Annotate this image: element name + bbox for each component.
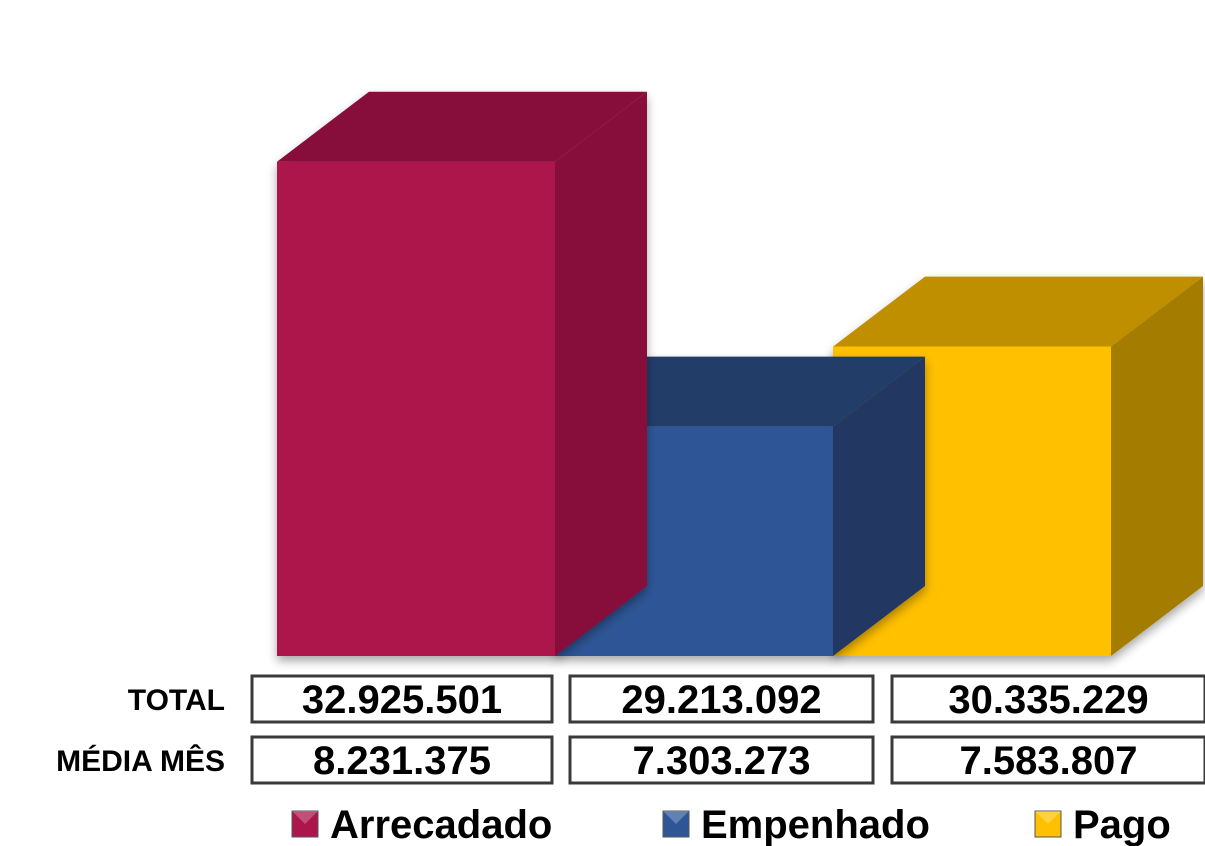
legend-swatch-highlight — [292, 811, 318, 824]
table-cell-box — [568, 735, 875, 785]
legend-swatch-pago — [1034, 810, 1062, 838]
legend-item-pago: Pago — [1034, 803, 1171, 846]
bar-top-arrecadado — [277, 91, 647, 162]
legend-label-empenhado: Empenhado — [701, 803, 930, 846]
table-cell: 8.231.375 — [250, 735, 554, 785]
table-row-label-media-mes: MÉDIA MÊS — [56, 744, 225, 778]
table-cell-box — [890, 735, 1205, 785]
bar-top-empenhado — [555, 356, 925, 427]
bar-side-arrecadado — [555, 91, 647, 656]
table-cell: 30.335.229 — [890, 674, 1205, 724]
bar-top-pago — [833, 276, 1203, 347]
table-cell-value: 32.925.501 — [302, 678, 502, 722]
table-cell-box — [250, 735, 554, 785]
bar-front-arrecadado — [277, 161, 555, 656]
table-cell: 7.583.807 — [890, 735, 1205, 785]
table-cell: 7.303.273 — [568, 735, 875, 785]
table-row-label-total: TOTAL — [128, 684, 225, 717]
legend-swatch-highlight — [1035, 811, 1061, 824]
table-cell-value: 7.583.807 — [960, 739, 1138, 783]
table-cell: 32.925.501 — [250, 674, 554, 724]
legend-swatch-arrecadado — [291, 810, 319, 838]
legend-swatch-empenhado — [662, 810, 690, 838]
table-cell-value: 8.231.375 — [313, 739, 491, 783]
bar-side-pago — [1111, 276, 1203, 656]
legend-item-arrecadado: Arrecadado — [291, 803, 552, 846]
table-cell-value: 30.335.229 — [948, 678, 1148, 722]
data-table: TOTAL 32.925.501 29.213.092 30.335.229 MÉDIA… — [56, 674, 1205, 785]
table-cell-value: 7.303.273 — [633, 739, 811, 783]
table-cell-box — [568, 674, 875, 724]
table-cell-box — [250, 674, 554, 724]
legend: Arrecadado Empenhado Pago — [291, 803, 1171, 846]
table-cell-value: 29.213.092 — [621, 678, 821, 722]
bar-side-empenhado — [833, 356, 925, 656]
legend-label-pago: Pago — [1073, 803, 1171, 846]
legend-swatch-highlight — [663, 811, 689, 824]
table-cell-box — [890, 674, 1205, 724]
bar-arrecadado — [277, 91, 647, 656]
legend-label-arrecadado: Arrecadado — [330, 803, 552, 846]
table-cell: 29.213.092 — [568, 674, 875, 724]
bars-group — [277, 91, 1203, 656]
legend-item-empenhado: Empenhado — [662, 803, 930, 846]
